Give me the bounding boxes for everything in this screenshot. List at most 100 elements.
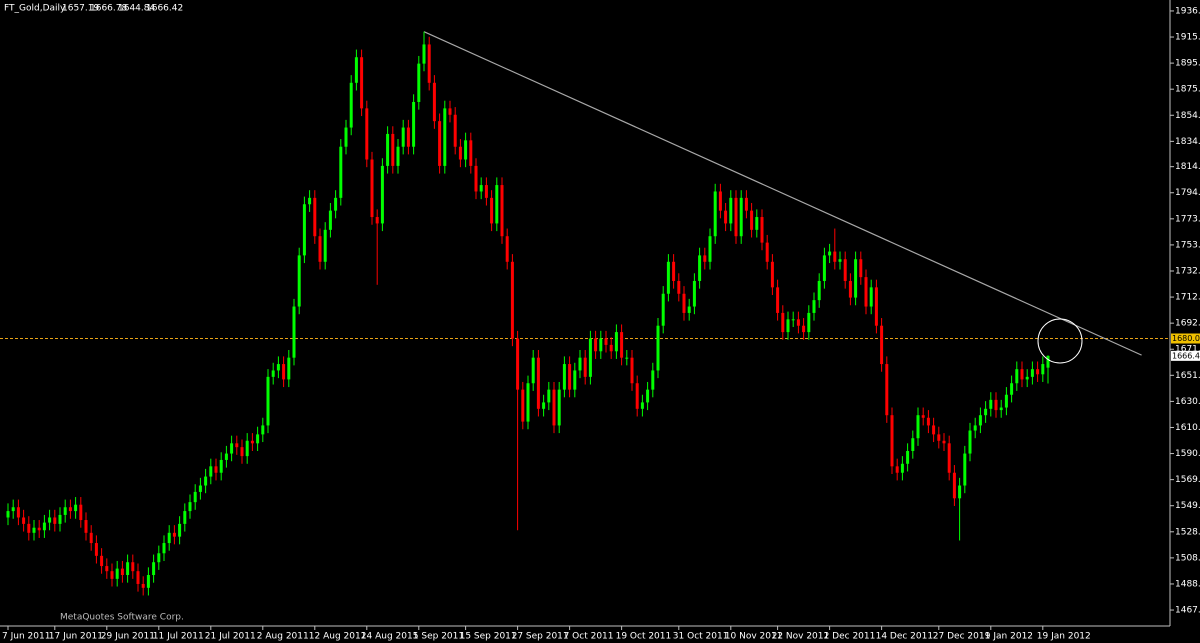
candle-body xyxy=(958,485,962,499)
candle-body xyxy=(250,440,254,444)
candle-body xyxy=(490,197,494,224)
candle-body xyxy=(895,466,899,473)
candle-body xyxy=(131,562,135,572)
trendline xyxy=(423,31,1142,356)
candle-body xyxy=(755,217,759,230)
candle-body xyxy=(48,517,52,523)
candle-body xyxy=(53,517,57,524)
candle-body xyxy=(167,532,171,544)
x-tick-label: 29 Jun 2011 xyxy=(101,632,155,642)
candle-body xyxy=(1046,355,1050,368)
candle-body xyxy=(932,425,936,435)
candle-body xyxy=(204,476,208,486)
candle-body xyxy=(796,319,800,326)
candle-body xyxy=(833,251,837,262)
candle-body xyxy=(245,440,249,457)
ohlc-open: 1657.19 xyxy=(62,4,99,14)
candle-body xyxy=(630,357,634,384)
candle-body xyxy=(1030,369,1034,377)
y-tick-label: 1875.00 xyxy=(1175,85,1200,95)
x-tick-label: 27 Dec 2011 xyxy=(933,632,991,642)
x-tick-label: 22 Nov 2011 xyxy=(772,632,830,642)
highlight-circle xyxy=(1037,318,1083,364)
y-tick-label: 1671.60 xyxy=(1175,345,1200,355)
last-price-box xyxy=(1171,350,1200,361)
candle-body xyxy=(219,459,223,473)
y-tick-label: 1508.40 xyxy=(1175,553,1200,563)
candle-body xyxy=(765,242,769,262)
candle-body xyxy=(661,293,665,326)
candle-body xyxy=(479,185,483,192)
candle-body xyxy=(58,514,62,524)
candle-body xyxy=(859,259,863,278)
candle-body xyxy=(297,255,301,307)
candle-body xyxy=(869,287,873,307)
candle-body xyxy=(235,443,239,448)
candle-body xyxy=(328,210,332,230)
candle-body xyxy=(989,399,993,409)
ohlc-close: 1666.42 xyxy=(146,4,183,14)
candle-body xyxy=(963,453,967,486)
candle-body xyxy=(531,357,535,384)
candle-body xyxy=(349,82,353,128)
candle-body xyxy=(157,553,161,563)
candle-body xyxy=(906,450,910,464)
candle-body xyxy=(120,568,124,576)
candle-body xyxy=(89,532,93,544)
candle-body xyxy=(573,370,577,390)
candle-body xyxy=(261,425,265,435)
candle-body xyxy=(994,399,998,411)
candle-body xyxy=(287,357,291,380)
candle-body xyxy=(464,140,468,160)
y-tick-label: 1590.00 xyxy=(1175,449,1200,459)
candle-body xyxy=(848,280,852,298)
candle-body xyxy=(152,562,156,576)
candle-body xyxy=(984,408,988,416)
y-tick-label: 1854.60 xyxy=(1175,111,1200,121)
candle-body xyxy=(557,389,561,426)
candle-body xyxy=(453,114,457,147)
candle-body xyxy=(1015,369,1019,384)
y-tick-label: 1467.60 xyxy=(1175,606,1200,616)
x-tick-label: 21 Jul 2011 xyxy=(205,632,256,642)
candle-body xyxy=(438,121,442,166)
x-tick-label: 2 Dec 2011 xyxy=(824,632,876,642)
candle-body xyxy=(11,507,15,512)
candle-body xyxy=(344,127,348,147)
candle-body xyxy=(614,332,618,352)
candle-body xyxy=(68,507,72,512)
candle-body xyxy=(978,415,982,426)
x-tick-label: 15 Sep 2011 xyxy=(460,632,517,642)
candle-body xyxy=(141,583,145,588)
candle-body xyxy=(802,325,806,333)
candle-body xyxy=(1010,383,1014,395)
candle-body xyxy=(84,520,88,533)
candle-body xyxy=(609,344,613,352)
y-tick-label: 1834.20 xyxy=(1175,137,1200,147)
candle-body xyxy=(458,146,462,160)
candle-body xyxy=(74,504,78,512)
y-tick-label: 1773.60 xyxy=(1175,214,1200,224)
candle-body xyxy=(339,146,343,198)
x-tick-label: 5 Sep 2011 xyxy=(413,632,464,642)
candle-body xyxy=(417,63,421,102)
candle-body xyxy=(687,306,691,313)
y-tick-label: 1814.40 xyxy=(1175,162,1200,172)
candle-body xyxy=(890,415,894,467)
candle-body xyxy=(391,133,395,166)
candle-body xyxy=(380,165,384,224)
candle-body xyxy=(323,229,327,262)
level-label-box xyxy=(1171,333,1200,344)
candle-body xyxy=(562,364,566,390)
candle-body xyxy=(973,425,977,431)
y-tick-label: 1712.40 xyxy=(1175,293,1200,303)
candle-body xyxy=(926,417,930,426)
candle-body xyxy=(1041,364,1045,375)
x-tick-label: 7 Oct 2011 xyxy=(564,632,614,642)
candle-body xyxy=(495,185,499,224)
candle-body xyxy=(734,197,738,237)
candle-body xyxy=(854,259,858,298)
candle-body xyxy=(224,453,228,460)
candle-body xyxy=(916,415,920,439)
y-tick-label: 1528.80 xyxy=(1175,527,1200,537)
